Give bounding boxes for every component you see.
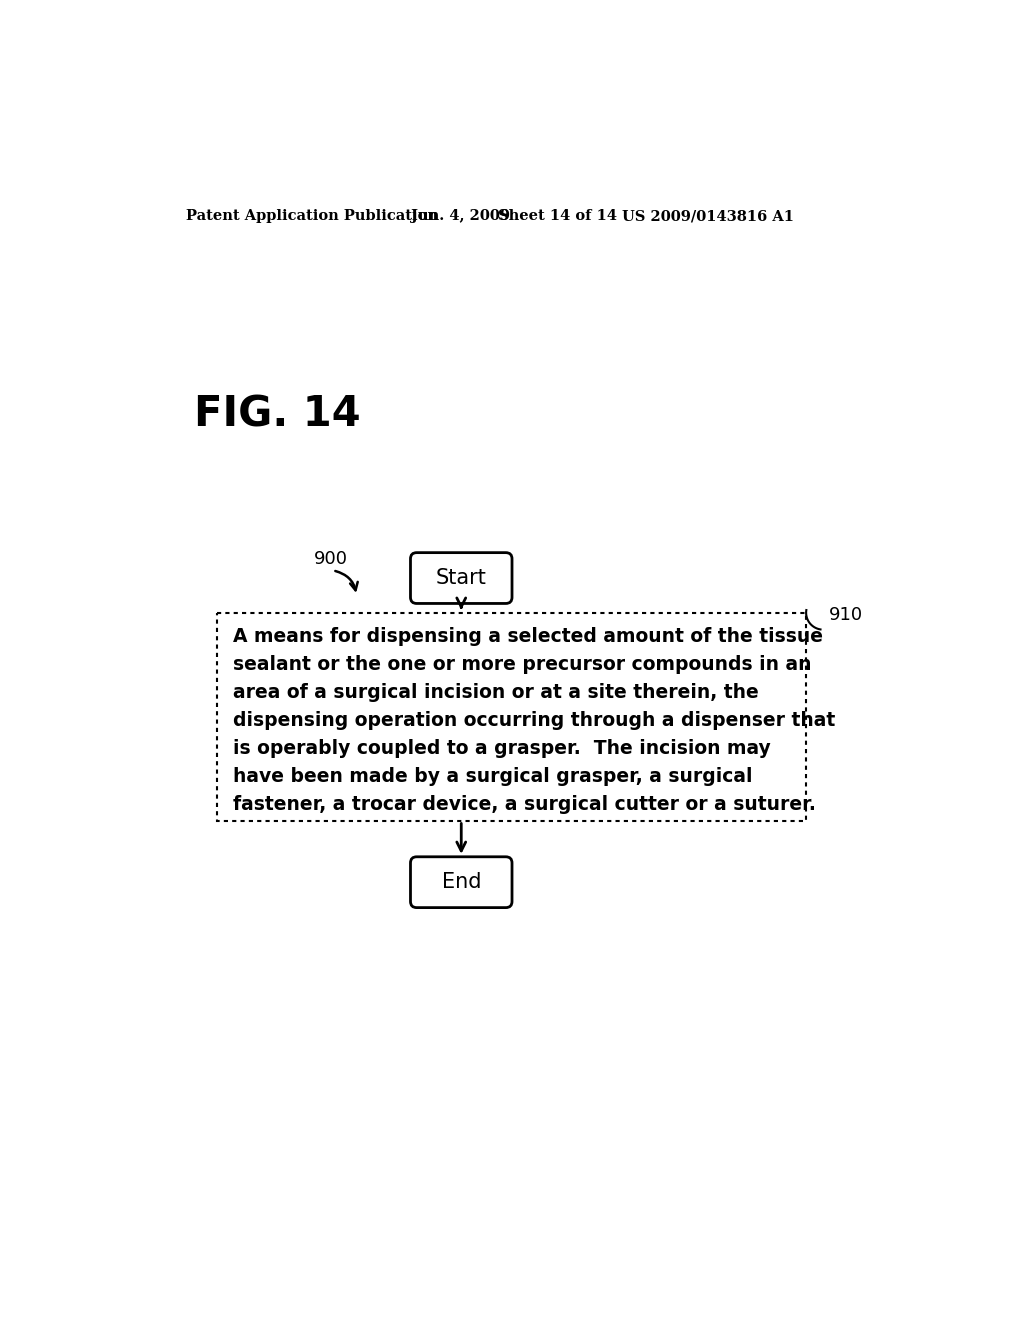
Text: End: End	[441, 873, 481, 892]
Text: FIG. 14: FIG. 14	[194, 393, 360, 436]
Text: Patent Application Publication: Patent Application Publication	[186, 209, 438, 223]
Text: 900: 900	[314, 550, 348, 568]
Text: Start: Start	[436, 568, 486, 587]
Text: Sheet 14 of 14: Sheet 14 of 14	[499, 209, 617, 223]
Text: US 2009/0143816 A1: US 2009/0143816 A1	[623, 209, 795, 223]
Text: 910: 910	[829, 606, 863, 624]
Text: Jun. 4, 2009: Jun. 4, 2009	[411, 209, 510, 223]
Text: A means for dispensing a selected amount of the tissue
sealant or the one or mor: A means for dispensing a selected amount…	[232, 627, 835, 813]
